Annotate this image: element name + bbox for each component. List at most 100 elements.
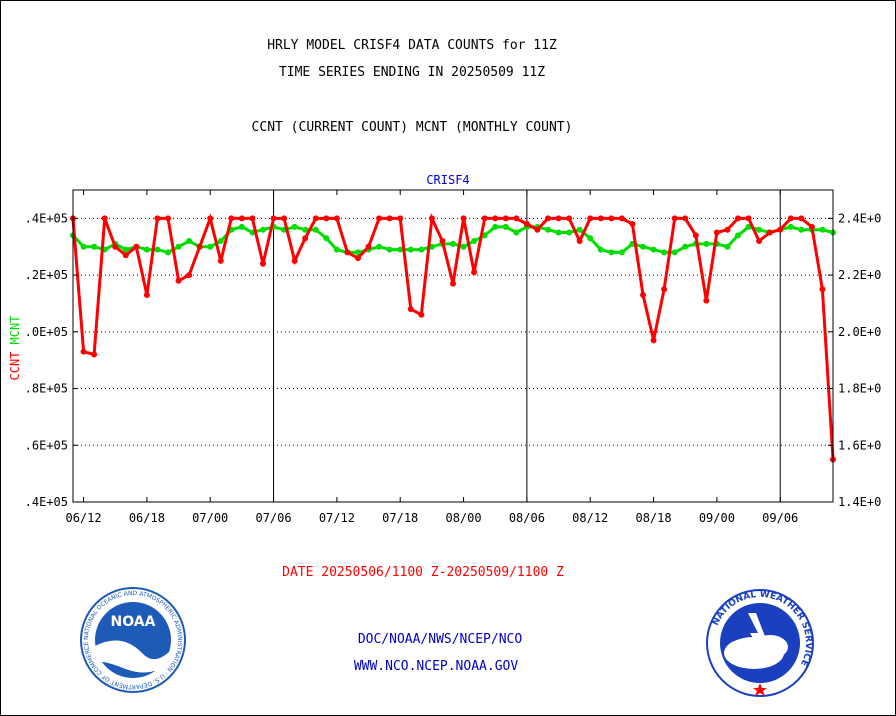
axis-layer: 06/12 06/18 07/00 07/06 07/12 07/18 08/00 08/06… (8, 173, 881, 525)
data-point-ccnt (397, 215, 404, 222)
data-point-mcnt (608, 249, 615, 256)
data-point-mcnt (376, 243, 383, 250)
chart-title-line1: HRLY MODEL CRISF4 DATA COUNTS for 11Z (267, 38, 557, 53)
data-point-mcnt (640, 243, 646, 250)
y-left-tick-label: .2E+05 (25, 268, 68, 282)
website-link[interactable]: WWW.NCO.NCEP.NOAA.GOV (353, 659, 519, 674)
data-point-ccnt (418, 311, 425, 318)
data-point-mcnt (333, 246, 340, 253)
data-point-ccnt (80, 348, 87, 355)
data-point-mcnt (302, 226, 309, 233)
data-point-ccnt (523, 221, 530, 228)
noaa-logo[interactable]: NOAA NATIONAL OCEANIC AND ATMOSPHERIC AD… (80, 587, 186, 693)
y-axis-label-ccnt: CCNT (8, 352, 22, 381)
grid-layer (73, 190, 833, 502)
data-point-ccnt (165, 215, 171, 222)
data-point-mcnt (460, 243, 467, 250)
x-tick-label: 09/00 (699, 511, 735, 525)
y-left-tick-label: .4E+05 (25, 495, 68, 509)
data-point-ccnt (650, 337, 657, 344)
data-point-mcnt (661, 249, 668, 256)
data-point-ccnt (154, 215, 161, 222)
data-point-ccnt (428, 215, 435, 222)
noaa-logo-text: NOAA (111, 614, 156, 630)
x-tick-label: 06/18 (129, 511, 165, 525)
data-point-ccnt (766, 229, 773, 236)
data-point-mcnt (323, 235, 330, 242)
data-point-ccnt (355, 255, 361, 262)
y-right-tick-label: 2.4E+0 (838, 211, 881, 225)
data-point-mcnt (154, 246, 161, 253)
data-point-mcnt (217, 238, 224, 245)
x-tick-label: 09/06 (762, 511, 798, 525)
y-right-tick-label: 1.8E+0 (838, 382, 881, 396)
x-tick-label: 08/12 (572, 511, 608, 525)
data-point-ccnt (566, 215, 573, 222)
data-point-mcnt (650, 246, 657, 253)
data-point-ccnt (249, 215, 256, 222)
data-point-ccnt (291, 257, 298, 264)
data-point-mcnt (724, 243, 731, 250)
chart-title-line2: TIME SERIES ENDING IN 20250509 11Z (278, 65, 546, 80)
data-point-ccnt (724, 226, 731, 233)
data-point-mcnt (618, 249, 625, 256)
data-point-mcnt (492, 223, 499, 230)
data-point-mcnt (175, 243, 182, 250)
data-point-mcnt (735, 232, 741, 239)
data-point-ccnt (175, 277, 182, 284)
data-point-ccnt (735, 215, 741, 222)
data-point-ccnt (281, 215, 288, 222)
data-point-ccnt (260, 260, 266, 267)
data-point-mcnt (682, 243, 689, 250)
data-point-ccnt (344, 249, 351, 256)
data-point-mcnt (787, 223, 794, 230)
x-tick-label: 07/00 (192, 511, 228, 525)
data-point-mcnt (576, 226, 583, 233)
data-point-ccnt (640, 291, 646, 298)
data-point-ccnt (703, 297, 710, 304)
data-point-mcnt (597, 246, 604, 253)
data-point-ccnt (534, 226, 541, 233)
data-point-ccnt (450, 280, 456, 287)
y-left-tick-label: .6E+05 (25, 438, 68, 452)
y-right-tick-label: 1.6E+0 (838, 438, 881, 452)
data-point-ccnt (376, 215, 383, 222)
data-point-ccnt (576, 238, 583, 245)
data-point-mcnt (260, 226, 266, 233)
nws-logo[interactable]: NATIONAL WEATHER SERVICE (706, 589, 814, 697)
data-point-mcnt (355, 249, 361, 256)
data-point-ccnt (756, 238, 763, 245)
data-point-mcnt (819, 226, 826, 233)
data-point-ccnt (101, 215, 108, 222)
data-point-mcnt (312, 226, 319, 233)
data-point-ccnt (228, 215, 235, 222)
data-point-ccnt (196, 243, 203, 250)
data-point-ccnt (122, 252, 129, 259)
x-tick-label: 07/06 (255, 511, 291, 525)
data-point-ccnt (777, 226, 784, 233)
data-point-ccnt (217, 257, 224, 264)
data-point-mcnt (186, 238, 193, 245)
data-point-mcnt (545, 226, 551, 233)
chart-subtitle: CCNT (CURRENT COUNT) MCNT (MONTHLY COUNT… (251, 120, 573, 135)
x-tick-label: 08/00 (445, 511, 481, 525)
x-tick-label: 07/18 (382, 511, 418, 525)
data-point-ccnt (692, 232, 699, 239)
data-point-mcnt (471, 238, 478, 245)
data-point-mcnt (91, 243, 98, 250)
data-point-mcnt (798, 226, 805, 233)
data-point-mcnt (407, 246, 414, 253)
y-right-tick-label: 2.0E+0 (838, 325, 881, 339)
data-point-ccnt (513, 215, 520, 222)
data-point-ccnt (502, 215, 509, 222)
data-point-ccnt (333, 215, 340, 222)
data-point-ccnt (365, 243, 372, 250)
data-point-ccnt (407, 306, 414, 313)
data-point-ccnt (481, 215, 488, 222)
plot-box (72, 189, 834, 503)
data-point-ccnt (555, 215, 562, 222)
data-point-mcnt (513, 229, 520, 236)
data-point-ccnt (608, 215, 615, 222)
plot-title: CRISF4 (426, 173, 469, 187)
